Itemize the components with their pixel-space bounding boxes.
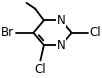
Text: N: N bbox=[57, 14, 66, 27]
Text: Br: Br bbox=[0, 26, 13, 39]
Text: N: N bbox=[57, 39, 66, 52]
Text: Cl: Cl bbox=[35, 63, 46, 76]
Text: Cl: Cl bbox=[90, 26, 101, 39]
